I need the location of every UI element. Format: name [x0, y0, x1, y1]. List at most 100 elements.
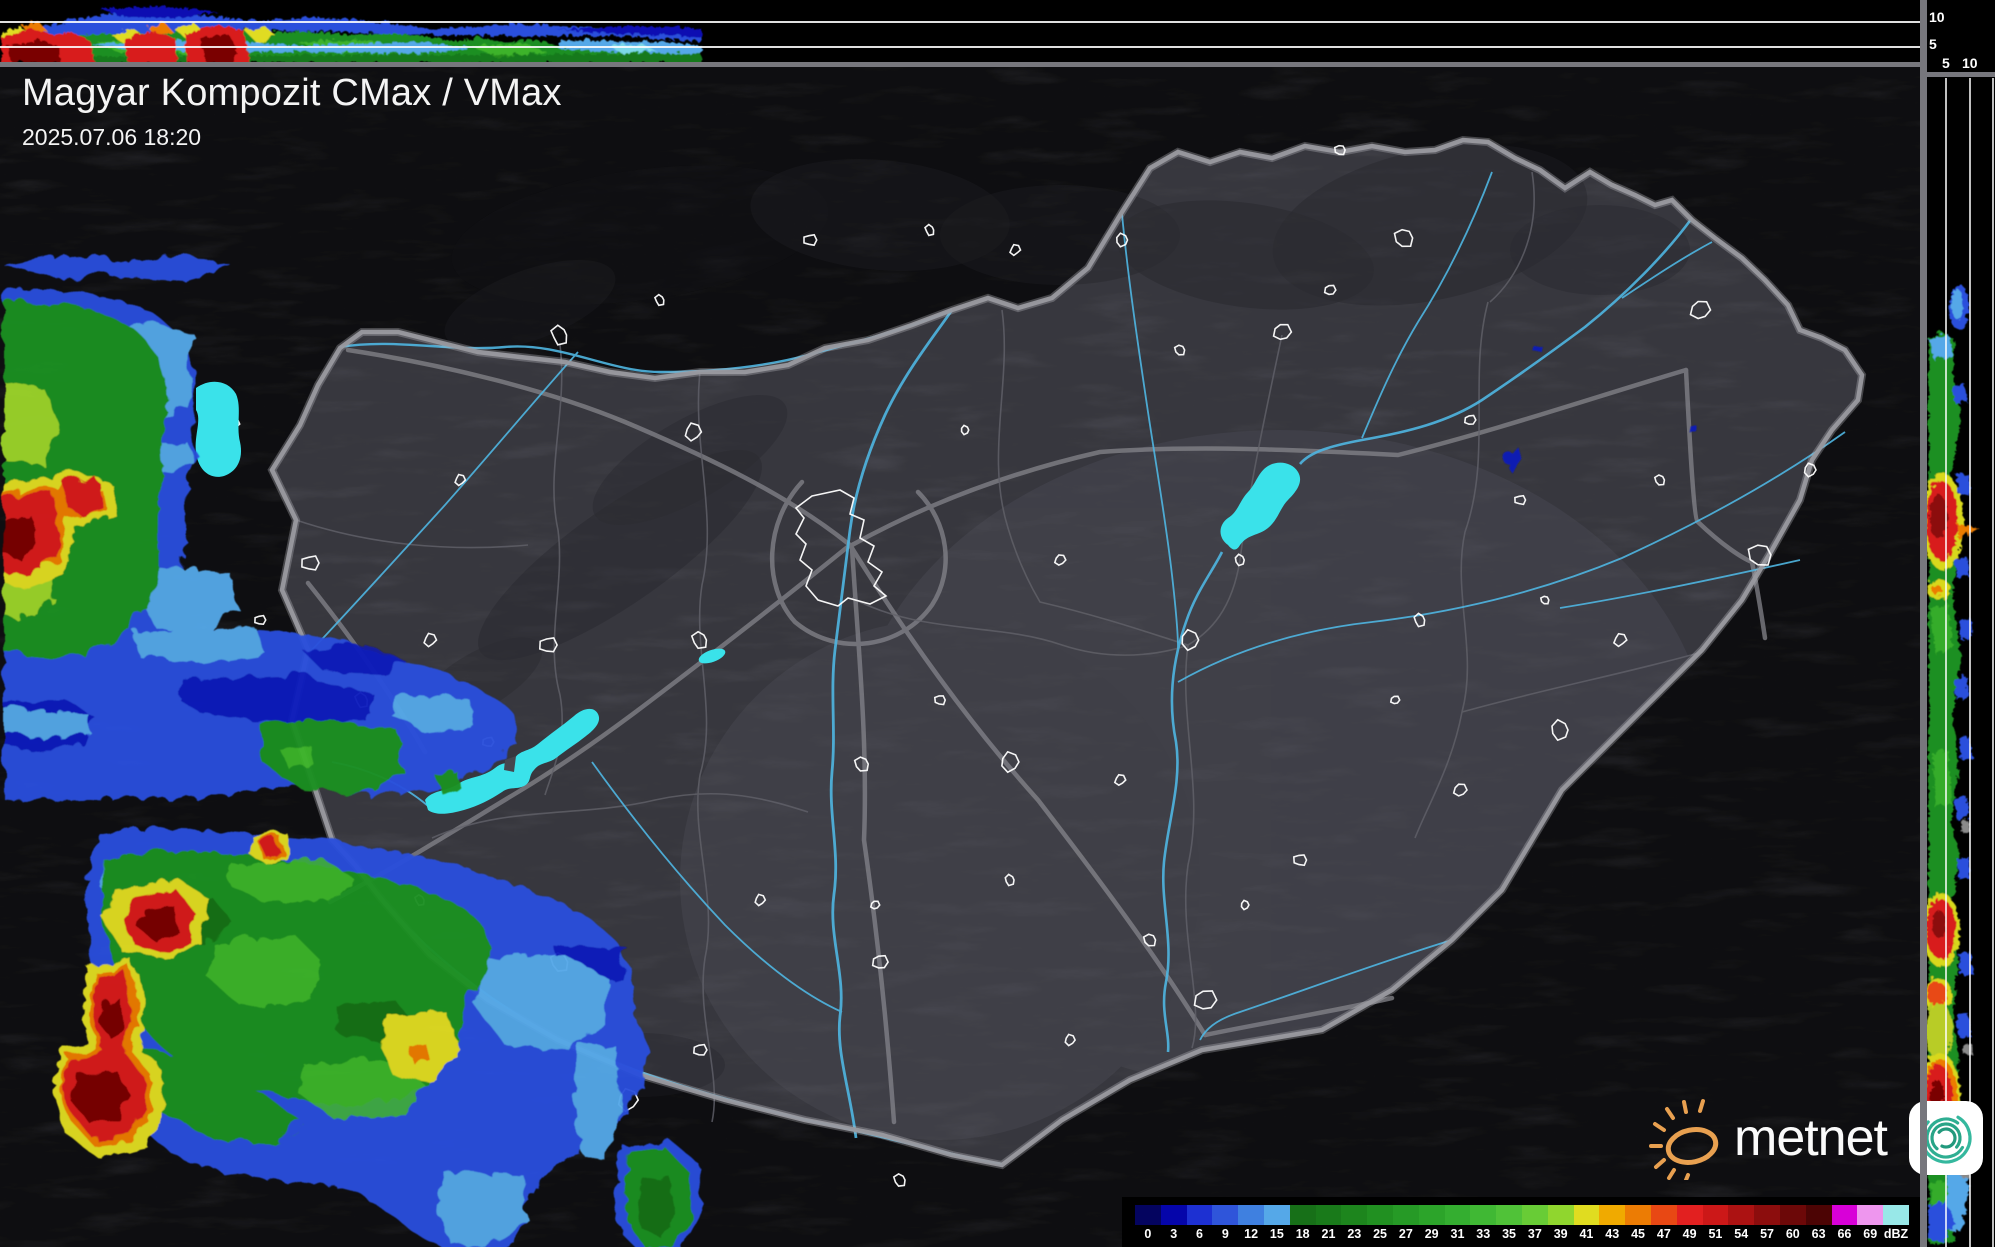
- title-block: Magyar Kompozit CMax / VMax 2025.07.06 1…: [22, 72, 562, 151]
- settlement-outline: [1333, 144, 1346, 156]
- dbz-label: 35: [1502, 1227, 1516, 1241]
- dbz-color-bar: [1135, 1205, 1909, 1225]
- dbz-segment: [1367, 1205, 1393, 1225]
- lake-ferto: [195, 381, 242, 477]
- dbz-segment: [1599, 1205, 1626, 1225]
- settlement-outline: [1514, 494, 1527, 506]
- settlement-outline: [454, 473, 467, 487]
- panel-divider-horizontal: [0, 62, 1920, 67]
- settlement-outline: [653, 293, 665, 307]
- dbz-segment: [1573, 1205, 1600, 1225]
- settlement-outline: [1053, 554, 1067, 567]
- settlement-outline: [1009, 243, 1022, 257]
- settlement-outline: [254, 614, 267, 626]
- dbz-segment: [1238, 1205, 1264, 1225]
- dbz-segment: [1625, 1205, 1651, 1225]
- settlement-outline: [1539, 595, 1550, 605]
- dbz-segment: [1341, 1205, 1368, 1225]
- dbz-segment: [1831, 1205, 1858, 1225]
- settlement-outlines: [224, 144, 1817, 1187]
- right-profile-label-5: 5: [1942, 55, 1950, 71]
- settlement-outline: [871, 954, 890, 969]
- dbz-segment: [1547, 1205, 1574, 1225]
- dbz-label: 47: [1656, 1227, 1671, 1241]
- radar-top-profile: [0, 0, 1920, 62]
- sun-icon: [1649, 1099, 1719, 1180]
- dbz-label: 43: [1605, 1227, 1620, 1241]
- settlement-outline: [550, 324, 568, 346]
- right-profile-echoes: [1927, 282, 1977, 1242]
- lake-velence: [698, 648, 726, 664]
- dbz-segment: [1315, 1205, 1342, 1225]
- settlement-outline: [1612, 632, 1628, 648]
- top-profile-height-gridlines: [0, 21, 1920, 48]
- dbz-label: 41: [1579, 1227, 1594, 1241]
- lakes: [195, 381, 1301, 814]
- dbz-label: 25: [1373, 1227, 1388, 1241]
- top-profile-label-5: 5: [1929, 36, 1937, 52]
- settlement-outline: [1389, 695, 1401, 705]
- right-profile-top-divider: [1923, 72, 1995, 77]
- dbz-segment: [1728, 1205, 1755, 1225]
- settlement-outline: [301, 555, 320, 571]
- top-profile-plot: [0, 4, 1920, 62]
- dbz-label: 66: [1837, 1227, 1852, 1241]
- right-profile-height-gridlines: [1945, 78, 1994, 1247]
- settlement-outline: [1234, 553, 1246, 567]
- settlement-outline: [869, 900, 881, 910]
- top-profile-label-10: 10: [1929, 9, 1945, 25]
- dbz-label: 27: [1398, 1227, 1413, 1241]
- dbz-label: 49: [1682, 1227, 1697, 1241]
- settlement-outline: [690, 630, 708, 650]
- settlement-outline: [1173, 344, 1186, 356]
- top-profile-echoes: [0, 4, 700, 62]
- logo-wordmark: metnet: [1734, 1109, 1888, 1167]
- settlement-outline: [803, 233, 818, 247]
- settlement-outline: [754, 893, 767, 907]
- settlement-outline: [1001, 750, 1020, 774]
- dbz-label: 54: [1734, 1227, 1749, 1241]
- settlement-outline: [1803, 462, 1817, 478]
- dbz-segment: [1883, 1205, 1909, 1225]
- dbz-segment: [1263, 1205, 1290, 1225]
- dbz-label: 18: [1295, 1227, 1310, 1241]
- dbz-label: 21: [1321, 1227, 1336, 1241]
- settlement-outline: [853, 756, 870, 772]
- settlement-outline: [1463, 414, 1477, 426]
- settlement-outline: [1142, 933, 1157, 947]
- map-title: Magyar Kompozit CMax / VMax: [22, 72, 562, 114]
- map-area: [0, 67, 1920, 1247]
- dbz-segment: [1676, 1205, 1703, 1225]
- settlement-outline: [423, 632, 438, 648]
- dbz-segment: [1444, 1205, 1471, 1225]
- dbz-label: 3: [1170, 1227, 1178, 1241]
- settlement-outline: [1064, 1033, 1077, 1047]
- dbz-label: 12: [1244, 1227, 1259, 1241]
- settlement-outline: [1413, 612, 1426, 628]
- settlement-outline: [1452, 783, 1468, 797]
- settlement-outline: [1240, 899, 1250, 911]
- dbz-segment: [1418, 1205, 1445, 1225]
- dbz-label: 15: [1269, 1227, 1284, 1241]
- dbz-label: 57: [1760, 1227, 1774, 1241]
- settlement-outline: [1113, 773, 1127, 787]
- right-profile-label-10: 10: [1962, 55, 1978, 71]
- dbz-segment: [1135, 1205, 1161, 1225]
- dbz-segment: [1470, 1205, 1497, 1225]
- dbz-label: 51: [1708, 1227, 1723, 1241]
- dbz-label: 37: [1527, 1227, 1542, 1241]
- panel-divider-vertical: [1920, 0, 1927, 1247]
- dbz-label: 33: [1476, 1227, 1491, 1241]
- settlement-outline: [924, 223, 935, 237]
- dbz-label: 29: [1424, 1227, 1439, 1241]
- lake-tisza: [1220, 462, 1301, 550]
- metnet-logo[interactable]: metnet: [1648, 1096, 1983, 1180]
- dbz-segment: [1779, 1205, 1806, 1225]
- settlement-outline: [1323, 284, 1337, 296]
- dbz-segment: [1212, 1205, 1239, 1225]
- dbz-label: dBZ: [1883, 1227, 1909, 1241]
- radar-right-profile: [1927, 0, 1995, 1247]
- settlement-outline: [1181, 628, 1200, 652]
- settlement-outline: [1551, 718, 1569, 742]
